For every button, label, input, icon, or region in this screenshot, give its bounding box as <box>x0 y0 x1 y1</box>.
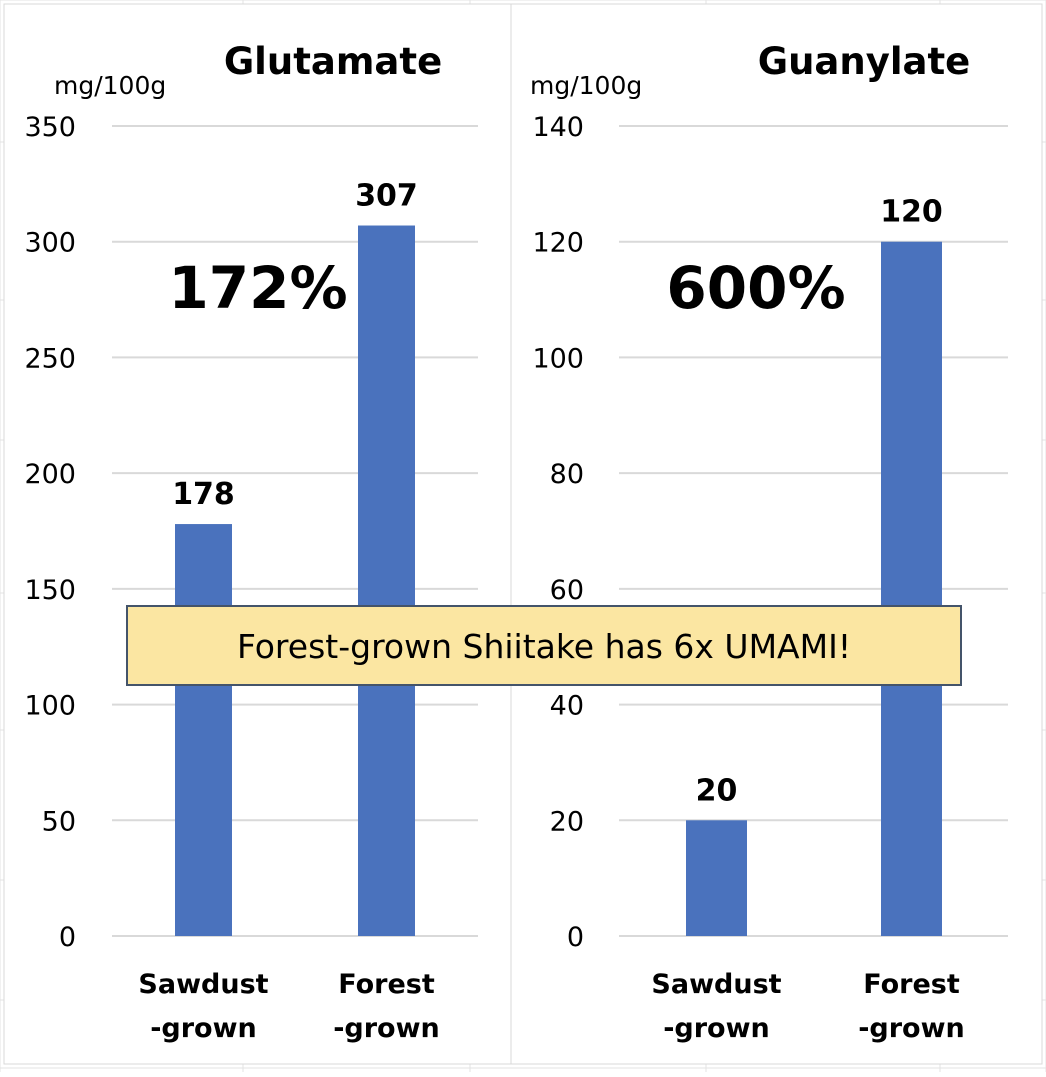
data-label: 178 <box>172 477 235 512</box>
chart-glutamate: 0 50 100 150 200 250 300 350 mg/100g Glutamate 172… <box>24 40 478 1044</box>
data-label: 20 <box>696 773 738 808</box>
banner: Forest-grown Shiitake has 6x UMAMI! <box>126 605 962 686</box>
category-label: Forest <box>338 969 435 1000</box>
bar <box>175 524 232 936</box>
y-tick-label: 250 <box>24 343 76 374</box>
y-tick-label: 140 <box>532 112 584 143</box>
category-label: Forest <box>863 969 960 1000</box>
chart-frame-left <box>3 3 512 1065</box>
chart-frame-right <box>510 3 1043 1065</box>
y-tick-label: 100 <box>532 343 584 374</box>
category-label: Sawdust <box>651 969 781 1000</box>
chart-title: Glutamate <box>224 40 442 83</box>
bar <box>358 225 415 936</box>
category-label: -grown <box>663 1013 770 1044</box>
y-tick-label: 0 <box>59 922 76 953</box>
banner-box <box>126 605 962 686</box>
y-tick-label: 100 <box>24 691 76 722</box>
y-tick-label: 40 <box>550 691 584 722</box>
percentage-annotation: 600% <box>666 254 845 322</box>
y-tick-label: 20 <box>550 806 584 837</box>
y-tick-label: 120 <box>532 228 584 259</box>
data-label: 307 <box>355 179 418 214</box>
y-tick-label: 150 <box>24 575 76 606</box>
y-tick-label: 300 <box>24 228 76 259</box>
category-label: -grown <box>150 1013 257 1044</box>
bar <box>686 820 747 936</box>
category-label: Sawdust <box>138 969 268 1000</box>
percentage-annotation: 172% <box>168 254 347 322</box>
chart-title: Guanylate <box>758 40 971 83</box>
y-tick-label: 60 <box>550 575 584 606</box>
y-tick-label: 80 <box>550 459 584 490</box>
category-label: -grown <box>858 1013 965 1044</box>
y-tick-label: 350 <box>24 112 76 143</box>
chart-guanylate: 0 20 40 60 80 100 120 140 mg/100g Guanylate 600% 20… <box>530 40 1008 1044</box>
y-tick-label: 200 <box>24 459 76 490</box>
y-axis-unit-label: mg/100g <box>530 71 642 100</box>
bar <box>881 241 942 936</box>
category-label: -grown <box>333 1013 440 1044</box>
banner-text: Forest-grown Shiitake has 6x UMAMI! <box>237 627 851 666</box>
data-label: 120 <box>880 195 943 230</box>
y-axis-unit-label: mg/100g <box>54 71 166 100</box>
y-tick-label: 0 <box>567 922 584 953</box>
y-tick-label: 50 <box>42 806 76 837</box>
